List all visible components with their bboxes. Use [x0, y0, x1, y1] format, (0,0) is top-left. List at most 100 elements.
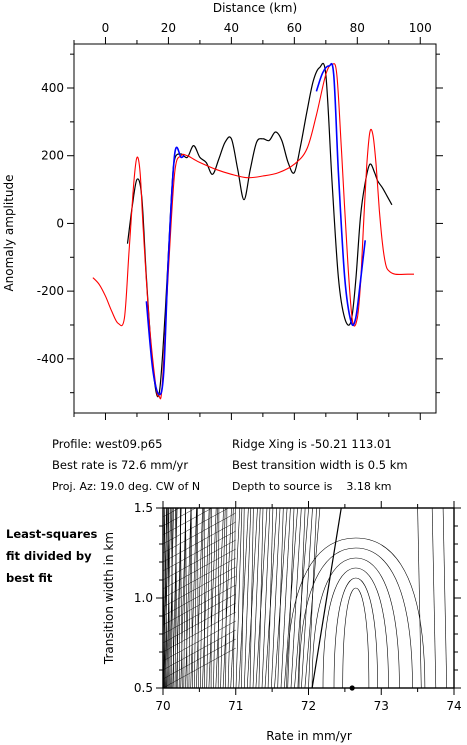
misfit-contour-line	[264, 508, 278, 688]
profile-y-tick-label: 200	[41, 149, 64, 163]
misfit-contour-line	[233, 508, 236, 688]
misfit-contour-major	[311, 508, 342, 688]
misfit-contour-line	[163, 521, 236, 563]
misfit-contour-line	[252, 508, 261, 688]
misfit-contour-line	[241, 508, 245, 688]
misfit-contour-line	[163, 638, 236, 680]
misfit-contour-line	[163, 508, 180, 518]
misfit-contour-line	[163, 557, 236, 599]
misfit-contour-line	[297, 508, 306, 688]
profile-y-tick-label: -400	[37, 352, 64, 366]
misfit-contour-line	[222, 508, 232, 688]
misfit-contour-line	[258, 508, 264, 688]
misfit-contour-line	[287, 508, 295, 688]
misfit-x-tick-label: 73	[374, 699, 389, 713]
profile-y-tick-label: -200	[37, 284, 64, 298]
misfit-contour-line	[217, 508, 220, 688]
profile-x-tick-label: 80	[350, 21, 365, 35]
misfit-y-tick-label: 1.5	[134, 501, 153, 515]
observed-anomaly-line	[126, 62, 393, 398]
misfit-x-tick-label: 71	[228, 699, 243, 713]
misfit-contour-line	[261, 508, 271, 688]
misfit-x-axis-title: Rate in mm/yr	[266, 729, 352, 743]
misfit-contour-line	[246, 508, 258, 688]
misfit-contour-line	[183, 508, 186, 688]
misfit-contour-line	[163, 647, 236, 688]
profile-ticks: 0 20 40 60 80 100 -400 -200 0 200 400	[37, 21, 443, 420]
projection-azimuth-label: Proj. Az: 19.0 deg. CW of N	[52, 480, 201, 493]
misfit-contour-line	[417, 508, 422, 688]
misfit-contour-line	[163, 539, 236, 581]
misfit-contour-line	[271, 508, 281, 688]
ridge-crossing-label: Ridge Xing is -50.21 113.01	[232, 437, 392, 451]
profile-plot-frame	[73, 43, 437, 414]
misfit-contour-line	[185, 508, 188, 688]
misfit-contour-line	[163, 611, 236, 653]
profile-chart: Distance (km) Anomaly amplitude 0 20 40 60 8…	[2, 1, 443, 420]
misfit-contour-line	[442, 508, 448, 688]
misfit-y-axis-title: Transition width in km	[102, 532, 116, 665]
misfit-contour-line	[163, 620, 236, 662]
misfit-contour-line	[163, 508, 197, 527]
misfit-contour-line	[277, 508, 284, 688]
misfit-contour-line	[163, 530, 236, 572]
best-width-label: Best transition width is 0.5 km	[232, 458, 408, 472]
profile-x-tick-label: 100	[409, 21, 432, 35]
misfit-contour-loop	[286, 537, 426, 688]
misfit-contour-line	[163, 548, 236, 590]
source-depth-label: Depth to source is 3.18 km	[232, 480, 392, 493]
misfit-contour-line	[179, 508, 183, 688]
misfit-contour-line	[196, 508, 203, 688]
misfit-contour-line	[206, 508, 211, 688]
misfit-contour-loop	[342, 587, 370, 688]
misfit-contour-line	[163, 508, 229, 545]
misfit-contour-loop	[298, 547, 413, 688]
misfit-contour-loop	[311, 557, 400, 688]
misfit-note-line-3: best fit	[6, 571, 53, 585]
profile-y-tick-label: 0	[56, 216, 64, 230]
misfit-contour-line	[175, 508, 179, 688]
misfit-contours	[163, 508, 448, 688]
misfit-contour-line	[238, 508, 249, 688]
profile-y-axis-title: Anomaly amplitude	[2, 174, 16, 291]
misfit-contour-line	[227, 508, 234, 688]
misfit-x-tick-label: 74	[446, 699, 461, 713]
profile-x-tick-label: 40	[224, 21, 239, 35]
misfit-contour-line	[164, 508, 168, 688]
misfit-contour-line	[308, 508, 317, 688]
misfit-contour-line	[280, 508, 291, 688]
misfit-contour-line	[431, 508, 437, 688]
misfit-contour-line	[163, 575, 236, 617]
best-rate-label: Best rate is 72.6 mm/yr	[52, 458, 189, 472]
misfit-contour-line	[213, 508, 218, 688]
misfit-contour-line	[163, 602, 236, 644]
misfit-contour-line	[163, 629, 236, 671]
misfit-contour-line	[220, 508, 226, 688]
misfit-contour-line	[244, 508, 252, 688]
profile-series	[92, 62, 414, 400]
profile-label: Profile: west09.p65	[52, 437, 163, 451]
misfit-chart: 70 71 72 73 74 0.5 1.0 1.5 Rate in mm/yr Transi…	[102, 501, 462, 743]
misfit-contour-line	[235, 508, 243, 688]
profile-x-axis-title: Distance (km)	[213, 1, 297, 15]
misfit-contour-line	[197, 508, 199, 688]
misfit-contour-line	[249, 508, 254, 688]
misfit-contour-line	[163, 584, 236, 626]
misfit-contour-line	[190, 508, 193, 688]
misfit-contour-loop	[322, 567, 389, 688]
misfit-contour-line	[163, 566, 236, 608]
misfit-contour-line	[163, 512, 236, 554]
misfit-contour-line	[202, 508, 210, 688]
fit-segment-line-1	[145, 146, 185, 396]
fit-segment-line-2	[315, 62, 366, 327]
best-fit-marker	[349, 685, 355, 691]
misfit-y-tick-label: 1.0	[134, 591, 153, 605]
misfit-y-tick-label: 0.5	[134, 681, 153, 695]
misfit-note-line-1: Least-squares	[6, 527, 98, 541]
misfit-ticks: 70 71 72 73 74 0.5 1.0 1.5	[134, 501, 462, 713]
profile-x-tick-label: 20	[161, 21, 176, 35]
misfit-contour-line	[190, 508, 197, 688]
misfit-contour-line	[301, 508, 313, 688]
misfit-contour-line	[267, 508, 274, 688]
